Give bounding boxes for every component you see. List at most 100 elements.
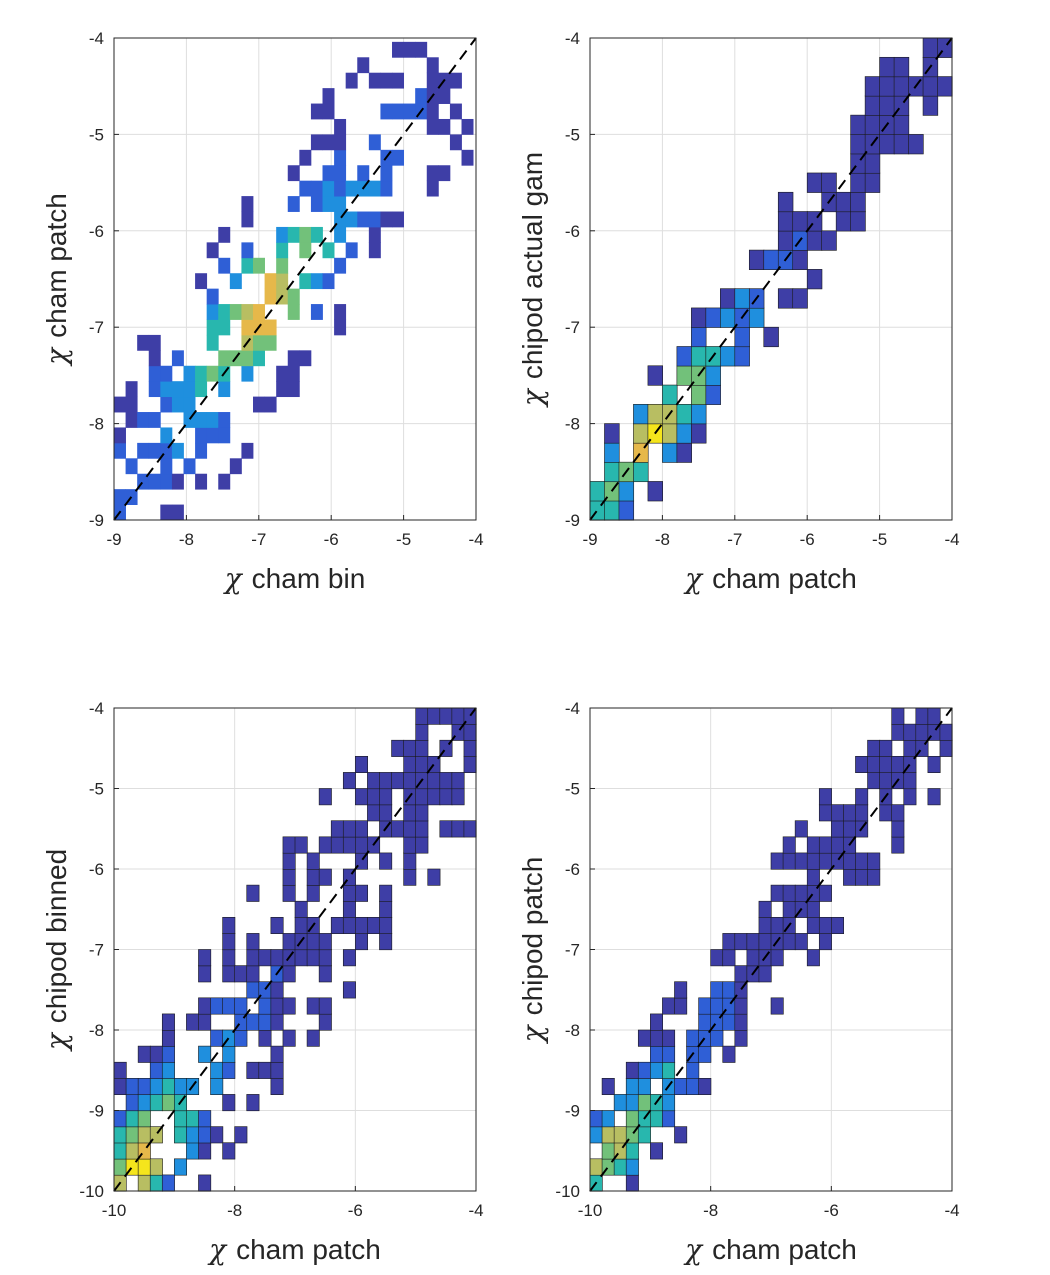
heatmap-cell (426, 180, 439, 197)
heatmap-cell (241, 211, 254, 228)
heatmap-cell (818, 916, 832, 934)
heatmap-cell (691, 326, 707, 348)
heatmap-cell (113, 1078, 127, 1096)
heatmap-cell (415, 723, 429, 741)
axes-frame (589, 37, 953, 521)
heatmap-cell (368, 180, 381, 197)
heatmap-cell (318, 788, 332, 806)
heatmap-cell (160, 365, 173, 382)
y-axis-label: χchipod binned (40, 849, 73, 1052)
heatmap-cell (276, 273, 289, 290)
y-tick-label: -9 (89, 1102, 104, 1121)
x-tick-labels: -10 -8 -6 -4 (102, 1186, 484, 1220)
heatmap-cell (449, 103, 462, 120)
heatmap-cell (241, 319, 254, 336)
heatmap-cell (415, 707, 429, 725)
heatmap-cell (345, 211, 358, 228)
panel-bottom-left: -10 -8 -6 -4 -10 -9 -8 -7 -6 -5 -4 χ cham patch χc… (40, 699, 484, 1266)
heatmap-cell (722, 1045, 736, 1063)
heatmap-cell (322, 196, 335, 212)
heatmap-cell (246, 1061, 260, 1079)
heatmap-cell (403, 103, 416, 120)
heatmap-cell (222, 1061, 236, 1079)
heatmap-cell (806, 868, 820, 886)
heatmap-cell (161, 1174, 175, 1192)
heatmap-cell (282, 1029, 296, 1047)
heatmap-cell (334, 304, 347, 320)
heatmap-cell (662, 1110, 676, 1128)
heatmap-cell (334, 257, 347, 274)
heatmap-cell (403, 852, 417, 870)
heatmap-cell (794, 933, 808, 951)
heatmap-cell (171, 396, 184, 413)
heatmap-cell (758, 900, 772, 918)
heatmap-cell (246, 949, 260, 967)
heatmap-cell (403, 804, 417, 822)
y-axis-label: χchipod patch (516, 857, 549, 1045)
heatmap-cell (210, 1126, 224, 1144)
heatmap-cell (148, 412, 161, 428)
heatmap-cell (183, 412, 196, 428)
x-tick-label: -10 (578, 1201, 603, 1220)
heatmap-cell (137, 1045, 151, 1063)
heatmap-cell (461, 118, 474, 135)
heatmap-cell (903, 739, 917, 757)
heatmap-cell (637, 1078, 651, 1096)
heatmap-cell (355, 933, 369, 951)
heatmap-cell (438, 118, 451, 135)
heatmap-cell (915, 707, 929, 725)
x-tick-label: -5 (396, 530, 411, 549)
heatmap-cell (392, 211, 404, 228)
heatmap-cell (427, 788, 441, 806)
heatmap-cell (186, 1142, 200, 1160)
heatmap-cell (113, 1110, 127, 1128)
y-tick-label: -7 (89, 941, 104, 960)
heatmap-cell (342, 772, 356, 790)
heatmap-cell (676, 346, 692, 367)
heatmap-cell (426, 103, 439, 120)
heatmap-cell (355, 788, 369, 806)
heatmap-cell (647, 365, 663, 386)
x-tick-labels: -10 -8 -6 -4 (578, 1186, 960, 1220)
heatmap-cell (195, 427, 208, 444)
heatmap-cell (782, 900, 796, 918)
heatmap-cell (650, 1142, 663, 1160)
heatmap-cell (174, 1078, 187, 1096)
heatmap-cell (613, 1158, 627, 1176)
heatmap-cell (218, 304, 231, 320)
heatmap-cell (287, 350, 300, 367)
heatmap-cell (864, 153, 881, 174)
heatmap-cell (618, 481, 635, 502)
heatmap-cell (174, 1126, 187, 1144)
heatmap-cell (891, 755, 905, 773)
heatmap-cell (806, 172, 823, 193)
heatmap-cell (748, 307, 765, 328)
reference-diagonal-line (113, 37, 477, 521)
heatmap-cell (318, 836, 332, 854)
heatmap-cell (148, 365, 161, 382)
heatmap-cell (246, 933, 260, 951)
heatmap-cell (722, 949, 736, 967)
heatmap-cell (676, 423, 692, 444)
heatmap-cell (229, 304, 242, 320)
heatmap-cell (174, 1110, 187, 1128)
heatmap-cell (367, 916, 381, 934)
heatmap-cell (691, 346, 707, 367)
heatmap-cell (310, 196, 323, 212)
heatmap-cell (183, 365, 196, 382)
heatmap-cell (864, 95, 881, 116)
heatmap-cell (113, 1158, 127, 1176)
heatmap-cell (160, 427, 173, 444)
heatmap-cell (318, 949, 332, 967)
heatmap-cell (438, 165, 451, 182)
heatmap-cell (879, 804, 893, 822)
heatmap-cell (843, 804, 857, 822)
heatmap-cell (149, 1061, 163, 1079)
heatmap-cell (734, 326, 750, 348)
heatmap-cell (734, 997, 748, 1015)
heatmap-cell (449, 72, 462, 89)
heatmap-cell (282, 933, 296, 951)
x-tick-label: -8 (655, 530, 670, 549)
heatmap-cell (195, 412, 208, 428)
heatmap-cell (258, 1061, 272, 1079)
